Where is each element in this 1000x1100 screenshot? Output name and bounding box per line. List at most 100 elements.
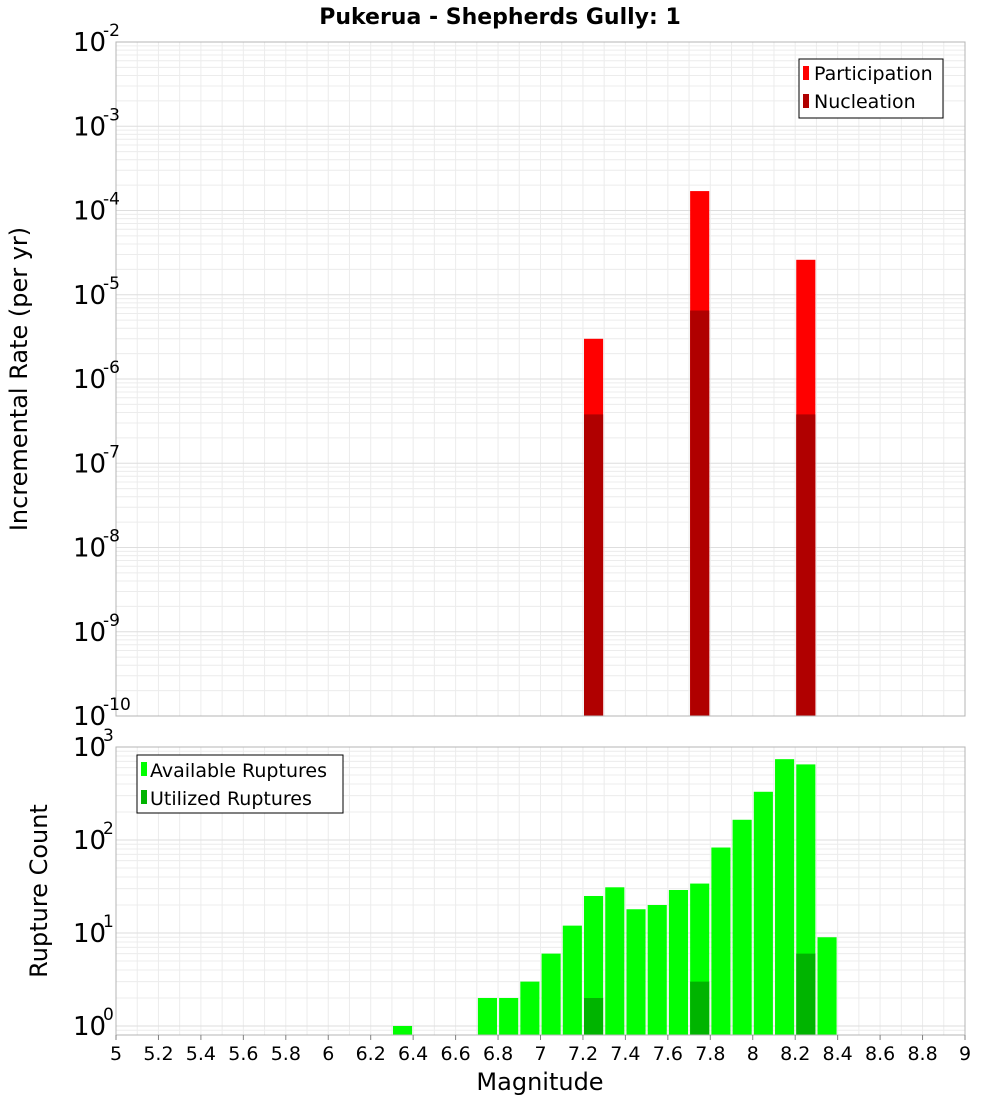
count-bar-available-ruptures xyxy=(817,937,837,1035)
rate-y-tick-base: 10 xyxy=(73,449,106,479)
rate-y-tick-exponent: -3 xyxy=(103,105,120,125)
rate-y-tick-base: 10 xyxy=(73,112,106,142)
count-bar-available-ruptures xyxy=(541,953,561,1035)
rate-y-tick-label: 10-6 xyxy=(73,358,120,395)
legend-participation-swatch xyxy=(803,66,809,80)
rate-bar-nucleation xyxy=(796,414,816,716)
rate-bar-nucleation xyxy=(584,414,604,716)
rate-y-tick-label: 10-8 xyxy=(73,527,120,564)
rate-y-tick-label: 10-10 xyxy=(73,695,131,732)
count-bar-utilized-ruptures xyxy=(584,997,604,1035)
rate-legend: Participation Nucleation xyxy=(798,58,944,119)
x-tick-label: 5.4 xyxy=(186,1043,216,1065)
chart-title: Pukerua - Shepherds Gully: 1 xyxy=(319,5,681,30)
count-y-tick-label: 102 xyxy=(73,819,114,856)
rate-bars xyxy=(584,191,816,717)
x-tick-label: 8.8 xyxy=(907,1043,937,1065)
count-y-axis-label: Rupture Count xyxy=(25,804,53,978)
rate-gridlines xyxy=(115,41,966,717)
count-bar-utilized-ruptures xyxy=(796,953,816,1035)
count-bar-available-ruptures xyxy=(732,819,752,1035)
count-y-tick-base: 10 xyxy=(73,919,106,949)
rate-legend-box xyxy=(798,58,944,119)
x-tick-label: 6.2 xyxy=(356,1043,386,1065)
legend-participation-label: Participation xyxy=(814,63,933,85)
x-tick-label: 6.4 xyxy=(398,1043,428,1065)
legend-nucleation-label: Nucleation xyxy=(814,91,916,113)
rate-y-tick-exponent: -8 xyxy=(103,527,120,547)
count-bar-available-ruptures xyxy=(626,909,646,1035)
count-bar-available-ruptures xyxy=(392,1025,413,1035)
count-y-tick-label: 100 xyxy=(73,1005,114,1042)
x-axis-label: Magnitude xyxy=(476,1068,603,1096)
rate-y-tick-base: 10 xyxy=(73,365,106,395)
count-bar-available-ruptures xyxy=(753,791,773,1035)
count-y-tick-base: 10 xyxy=(73,1012,106,1042)
count-bar-available-ruptures xyxy=(647,904,667,1035)
legend-utilized-swatch xyxy=(141,790,147,804)
count-y-tick-exponent: 2 xyxy=(103,819,114,839)
rate-y-tick-exponent: -6 xyxy=(103,358,120,378)
x-tick-label: 7.2 xyxy=(568,1043,598,1065)
rate-y-tick-label: 10-4 xyxy=(73,190,120,227)
x-tick-label: 8.2 xyxy=(780,1043,810,1065)
rate-y-tick-base: 10 xyxy=(73,618,106,648)
count-legend: Available Ruptures Utilized Ruptures xyxy=(136,754,344,814)
x-tick-label: 7.8 xyxy=(695,1043,725,1065)
count-y-tick-base: 10 xyxy=(73,733,106,763)
x-tick-label: 7.4 xyxy=(610,1043,640,1065)
legend-nucleation-swatch xyxy=(803,94,809,108)
legend-available-label: Available Ruptures xyxy=(150,760,327,782)
x-tick-label: 7 xyxy=(534,1043,546,1065)
rate-plot-frame xyxy=(115,41,966,717)
rate-y-tick-label: 10-3 xyxy=(73,105,120,142)
x-tick-label: 9 xyxy=(959,1043,971,1065)
count-bar-available-ruptures xyxy=(775,759,795,1035)
x-tick-label: 6.8 xyxy=(483,1043,513,1065)
rate-y-tick-exponent: -2 xyxy=(103,21,120,41)
x-tick-label: 5.8 xyxy=(271,1043,301,1065)
rate-y-tick-base: 10 xyxy=(73,197,106,227)
count-y-tick-label: 103 xyxy=(73,726,114,763)
x-tick-label: 7.6 xyxy=(653,1043,683,1065)
rate-y-axis-label: Incremental Rate (per yr) xyxy=(5,227,33,531)
rate-y-tick-label: 10-5 xyxy=(73,274,120,311)
count-bar-utilized-ruptures xyxy=(690,981,710,1035)
x-tick-label: 5 xyxy=(110,1043,122,1065)
rate-bar-nucleation xyxy=(690,310,710,716)
count-bar-available-ruptures xyxy=(711,847,731,1035)
count-y-tick-exponent: 0 xyxy=(103,1005,114,1025)
rate-y-tick-base: 10 xyxy=(73,702,106,732)
count-bar-available-ruptures xyxy=(520,981,540,1035)
count-y-tick-exponent: 1 xyxy=(103,912,114,932)
rate-y-tick-exponent: -7 xyxy=(103,442,120,462)
x-tick-label: 6 xyxy=(322,1043,334,1065)
count-x-ticks: 5 5.2 5.4 5.6 5.8 6 6.2 6.4 6.6 6.8 7 7.2 7.4 7.6 7.8 8… xyxy=(110,1035,971,1065)
count-y-tick-exponent: 3 xyxy=(103,726,114,746)
x-tick-label: 8.6 xyxy=(865,1043,895,1065)
rate-y-tick-exponent: -5 xyxy=(103,274,120,294)
x-tick-label: 6.6 xyxy=(440,1043,470,1065)
count-bar-available-ruptures xyxy=(668,889,689,1035)
legend-utilized-label: Utilized Ruptures xyxy=(150,788,312,810)
count-legend-box xyxy=(136,754,344,814)
rate-y-tick-base: 10 xyxy=(73,534,106,564)
count-bars xyxy=(392,759,837,1035)
legend-available-swatch xyxy=(141,762,147,776)
rate-y-tick-base: 10 xyxy=(73,28,106,58)
rate-y-tick-base: 10 xyxy=(73,281,106,311)
x-tick-label: 8 xyxy=(747,1043,759,1065)
count-bar-available-ruptures xyxy=(499,997,519,1035)
rate-y-tick-label: 10-7 xyxy=(73,442,120,479)
count-bar-available-ruptures xyxy=(562,925,582,1035)
rate-y-tick-exponent: -10 xyxy=(103,695,131,715)
x-tick-label: 5.6 xyxy=(228,1043,258,1065)
x-tick-label: 8.4 xyxy=(823,1043,853,1065)
rate-y-tick-label: 10-2 xyxy=(73,21,120,58)
count-y-tick-label: 101 xyxy=(73,912,114,949)
